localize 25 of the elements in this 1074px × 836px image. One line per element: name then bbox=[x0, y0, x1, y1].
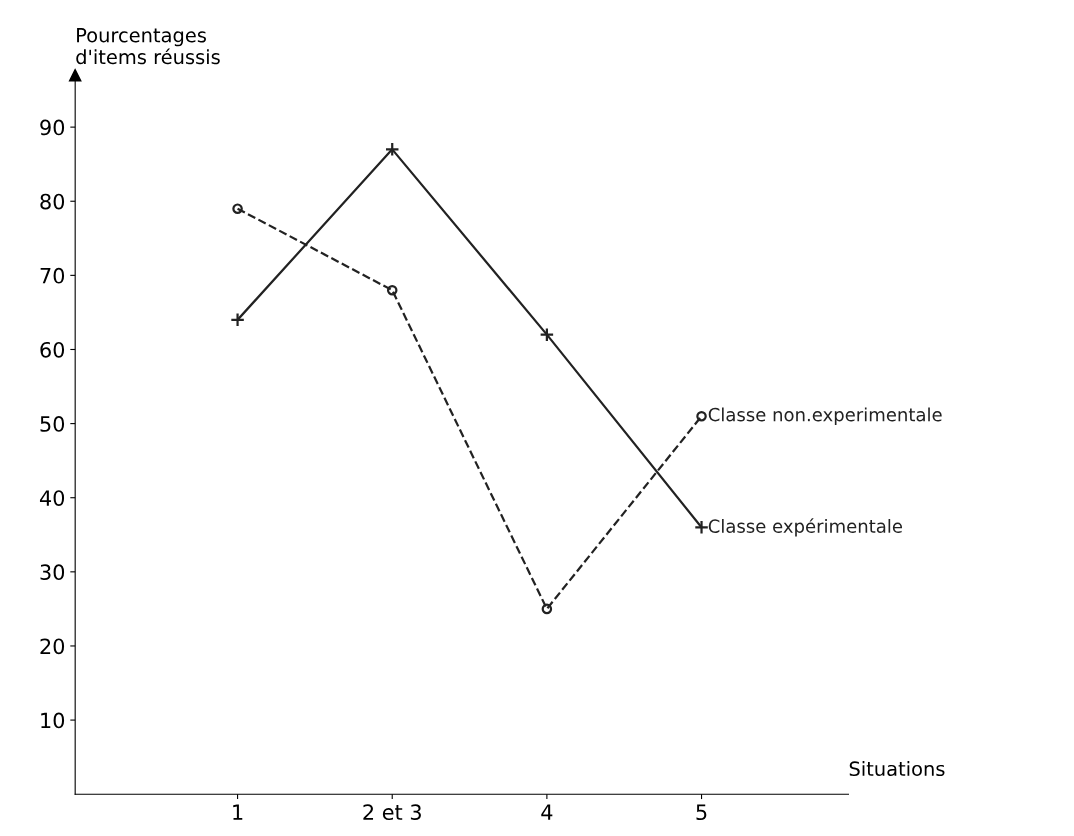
y-tick-label: 30 bbox=[40, 564, 65, 581]
point bbox=[230, 312, 245, 328]
y-tick-label: 80 bbox=[40, 193, 65, 210]
point bbox=[539, 327, 555, 343]
point bbox=[386, 284, 398, 296]
point bbox=[232, 203, 243, 214]
x-tick-label: 4 bbox=[541, 804, 553, 820]
y-tick-label: 10 bbox=[41, 712, 65, 729]
x-axis-title: Situations bbox=[849, 761, 945, 777]
point bbox=[696, 410, 707, 422]
y-tick-label: 40 bbox=[39, 490, 65, 506]
point bbox=[694, 520, 709, 535]
point bbox=[541, 603, 553, 615]
point bbox=[384, 142, 400, 157]
x-tick-label: 1 bbox=[233, 804, 243, 820]
x-tick-label: 2 et 3 bbox=[363, 804, 421, 821]
y-tick-label: 60 bbox=[40, 341, 65, 358]
series-label: Classe expérimentale bbox=[708, 518, 903, 537]
y-axis-title: Pourcentages d'items réussis bbox=[76, 28, 220, 65]
y-tick-label: 70 bbox=[40, 267, 65, 284]
y-tick-label: 20 bbox=[40, 638, 65, 655]
x-tick-label: 5 bbox=[696, 804, 707, 821]
y-tick-label: 90 bbox=[40, 119, 65, 136]
series-label: Classe non.experimentale bbox=[708, 407, 942, 425]
y-tick-label: 50 bbox=[40, 416, 65, 432]
